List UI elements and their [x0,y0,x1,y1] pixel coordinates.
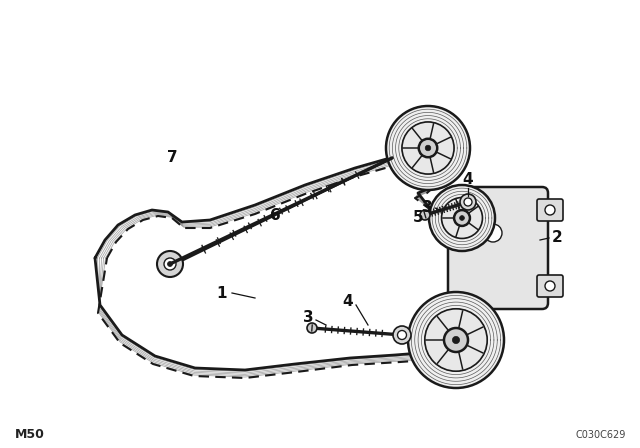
Circle shape [442,198,483,238]
Circle shape [402,122,454,174]
Circle shape [545,205,555,215]
Text: 3: 3 [303,310,314,326]
Circle shape [429,185,495,251]
Circle shape [425,145,431,151]
Circle shape [168,262,173,267]
Polygon shape [95,144,476,378]
Circle shape [452,336,460,344]
Circle shape [454,210,470,226]
Circle shape [393,326,411,344]
Circle shape [460,194,476,210]
Text: C030C629: C030C629 [575,430,625,440]
Circle shape [460,215,465,220]
Circle shape [425,309,487,371]
Circle shape [157,251,183,277]
Circle shape [164,258,176,270]
Circle shape [386,106,470,190]
Text: 4: 4 [342,294,353,310]
Circle shape [444,328,468,352]
Text: 3: 3 [422,201,432,215]
Circle shape [419,139,437,157]
Circle shape [307,323,317,333]
Circle shape [484,224,502,242]
FancyBboxPatch shape [448,187,548,309]
Text: 7: 7 [166,151,177,165]
Text: 1: 1 [217,285,227,301]
Text: M50: M50 [15,428,45,441]
Text: 2: 2 [552,231,563,246]
Circle shape [464,198,472,206]
Circle shape [397,331,406,340]
Circle shape [420,210,430,220]
FancyBboxPatch shape [537,275,563,297]
Text: 4: 4 [463,172,474,188]
FancyBboxPatch shape [537,199,563,221]
Circle shape [545,281,555,291]
Text: 6: 6 [269,207,280,223]
Text: 5: 5 [413,211,423,225]
Circle shape [408,292,504,388]
